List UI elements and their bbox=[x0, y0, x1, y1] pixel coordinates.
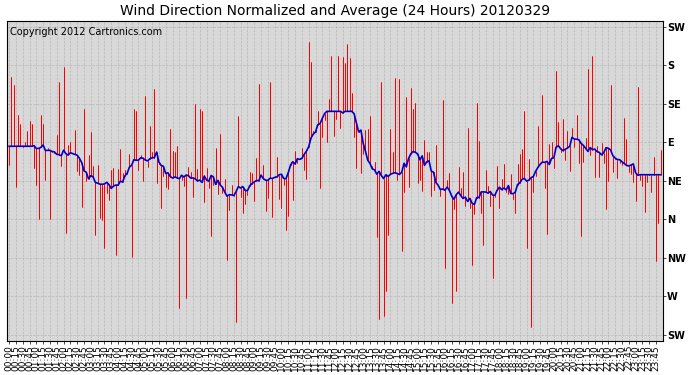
Title: Wind Direction Normalized and Average (24 Hours) 20120329: Wind Direction Normalized and Average (2… bbox=[120, 4, 550, 18]
Text: Copyright 2012 Cartronics.com: Copyright 2012 Cartronics.com bbox=[10, 27, 162, 37]
